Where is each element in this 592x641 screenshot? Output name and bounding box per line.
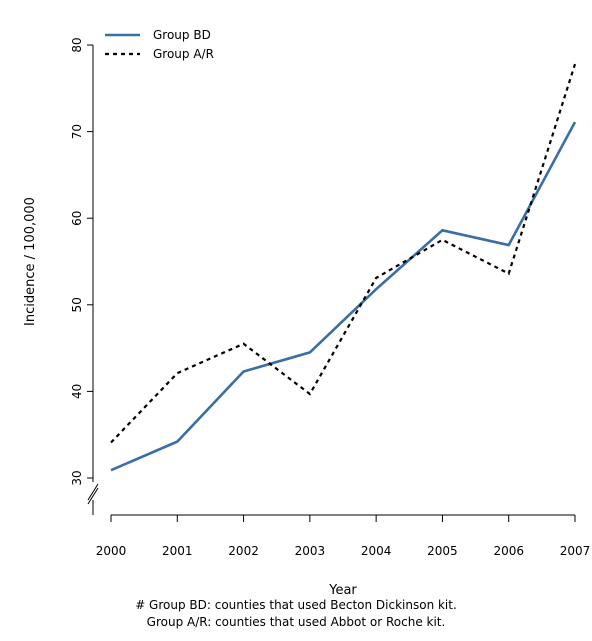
y-axis-title: Incidence / 100,000 bbox=[23, 197, 38, 326]
series-line-group-bd bbox=[110, 121, 577, 472]
x-tick-label: 2006 bbox=[493, 544, 524, 558]
legend-label: Group A/R bbox=[153, 47, 214, 61]
y-tick-label: 40 bbox=[70, 384, 84, 399]
x-tick-label: 2003 bbox=[295, 544, 326, 558]
x-tick-label: 2001 bbox=[162, 544, 193, 558]
footnote-group-bd: # Group BD: counties that used Becton Di… bbox=[135, 598, 457, 612]
y-tick-label: 60 bbox=[70, 211, 84, 226]
x-tick-label: 2007 bbox=[560, 544, 591, 558]
x-tick-label: 2005 bbox=[427, 544, 458, 558]
footnote-group-ar: Group A/R: counties that used Abbot or R… bbox=[146, 615, 446, 629]
y-tick-label: 80 bbox=[70, 37, 84, 52]
x-tick-label: 2002 bbox=[228, 544, 259, 558]
y-axis-break-mark bbox=[87, 487, 99, 505]
series-layer bbox=[110, 63, 577, 472]
y-axis-break-mark bbox=[87, 483, 99, 501]
legend-label: Group BD bbox=[153, 28, 211, 42]
y-tick-label: 50 bbox=[70, 297, 84, 312]
legend: Group BD Group A/R bbox=[105, 28, 214, 61]
x-tick-label: 2004 bbox=[361, 544, 392, 558]
y-tick-label: 70 bbox=[70, 124, 84, 139]
x-tick-label: 2000 bbox=[96, 544, 127, 558]
series-line-group-ar bbox=[110, 63, 577, 444]
line-chart: 30 40 50 60 70 80 2000 2001 2002 2003 2004 2005 2006… bbox=[23, 28, 590, 598]
axes: 30 40 50 60 70 80 2000 2001 2002 2003 2004 2005 2006… bbox=[70, 37, 590, 558]
y-tick-label: 30 bbox=[70, 470, 84, 485]
x-axis-title: Year bbox=[328, 583, 357, 598]
